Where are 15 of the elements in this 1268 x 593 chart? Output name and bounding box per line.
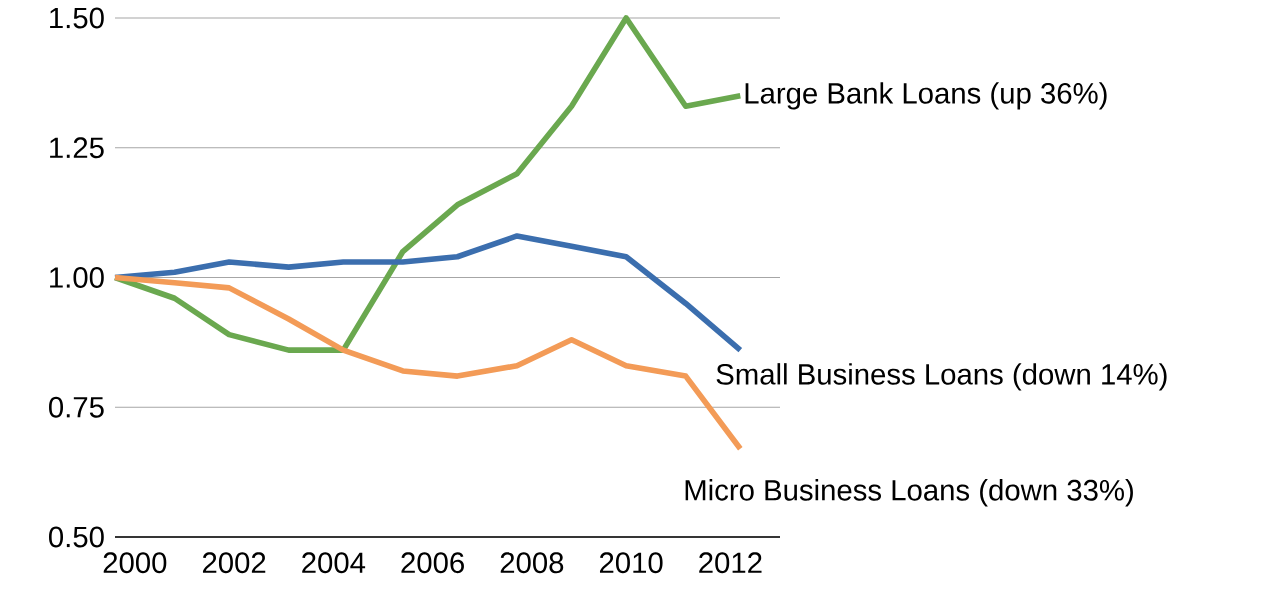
series-label: Small Business Loans (down 14%) <box>716 363 1167 391</box>
y-tick-label: 1.50 <box>50 7 104 29</box>
y-tick-label: 0.50 <box>49 526 104 548</box>
y-tick-label: 0.75 <box>49 396 104 418</box>
x-tick-label: 2006 <box>401 552 464 574</box>
x-tick-label: 2010 <box>599 552 663 574</box>
series-label: Large Bank Loans (up 36%) <box>745 82 1107 110</box>
text: Micro Business Loans (down 33%) <box>685 479 1133 507</box>
x-tick-label: 2000 <box>103 552 167 574</box>
y-tick-label: 1.25 <box>50 137 104 159</box>
x-tick-label: 2012 <box>699 552 762 574</box>
x-tick-label: 2008 <box>500 552 564 574</box>
x-tick-label: 2002 <box>202 552 266 574</box>
y-tick-label: 1.00 <box>50 267 104 288</box>
x-tick-label: 2004 <box>302 552 366 574</box>
